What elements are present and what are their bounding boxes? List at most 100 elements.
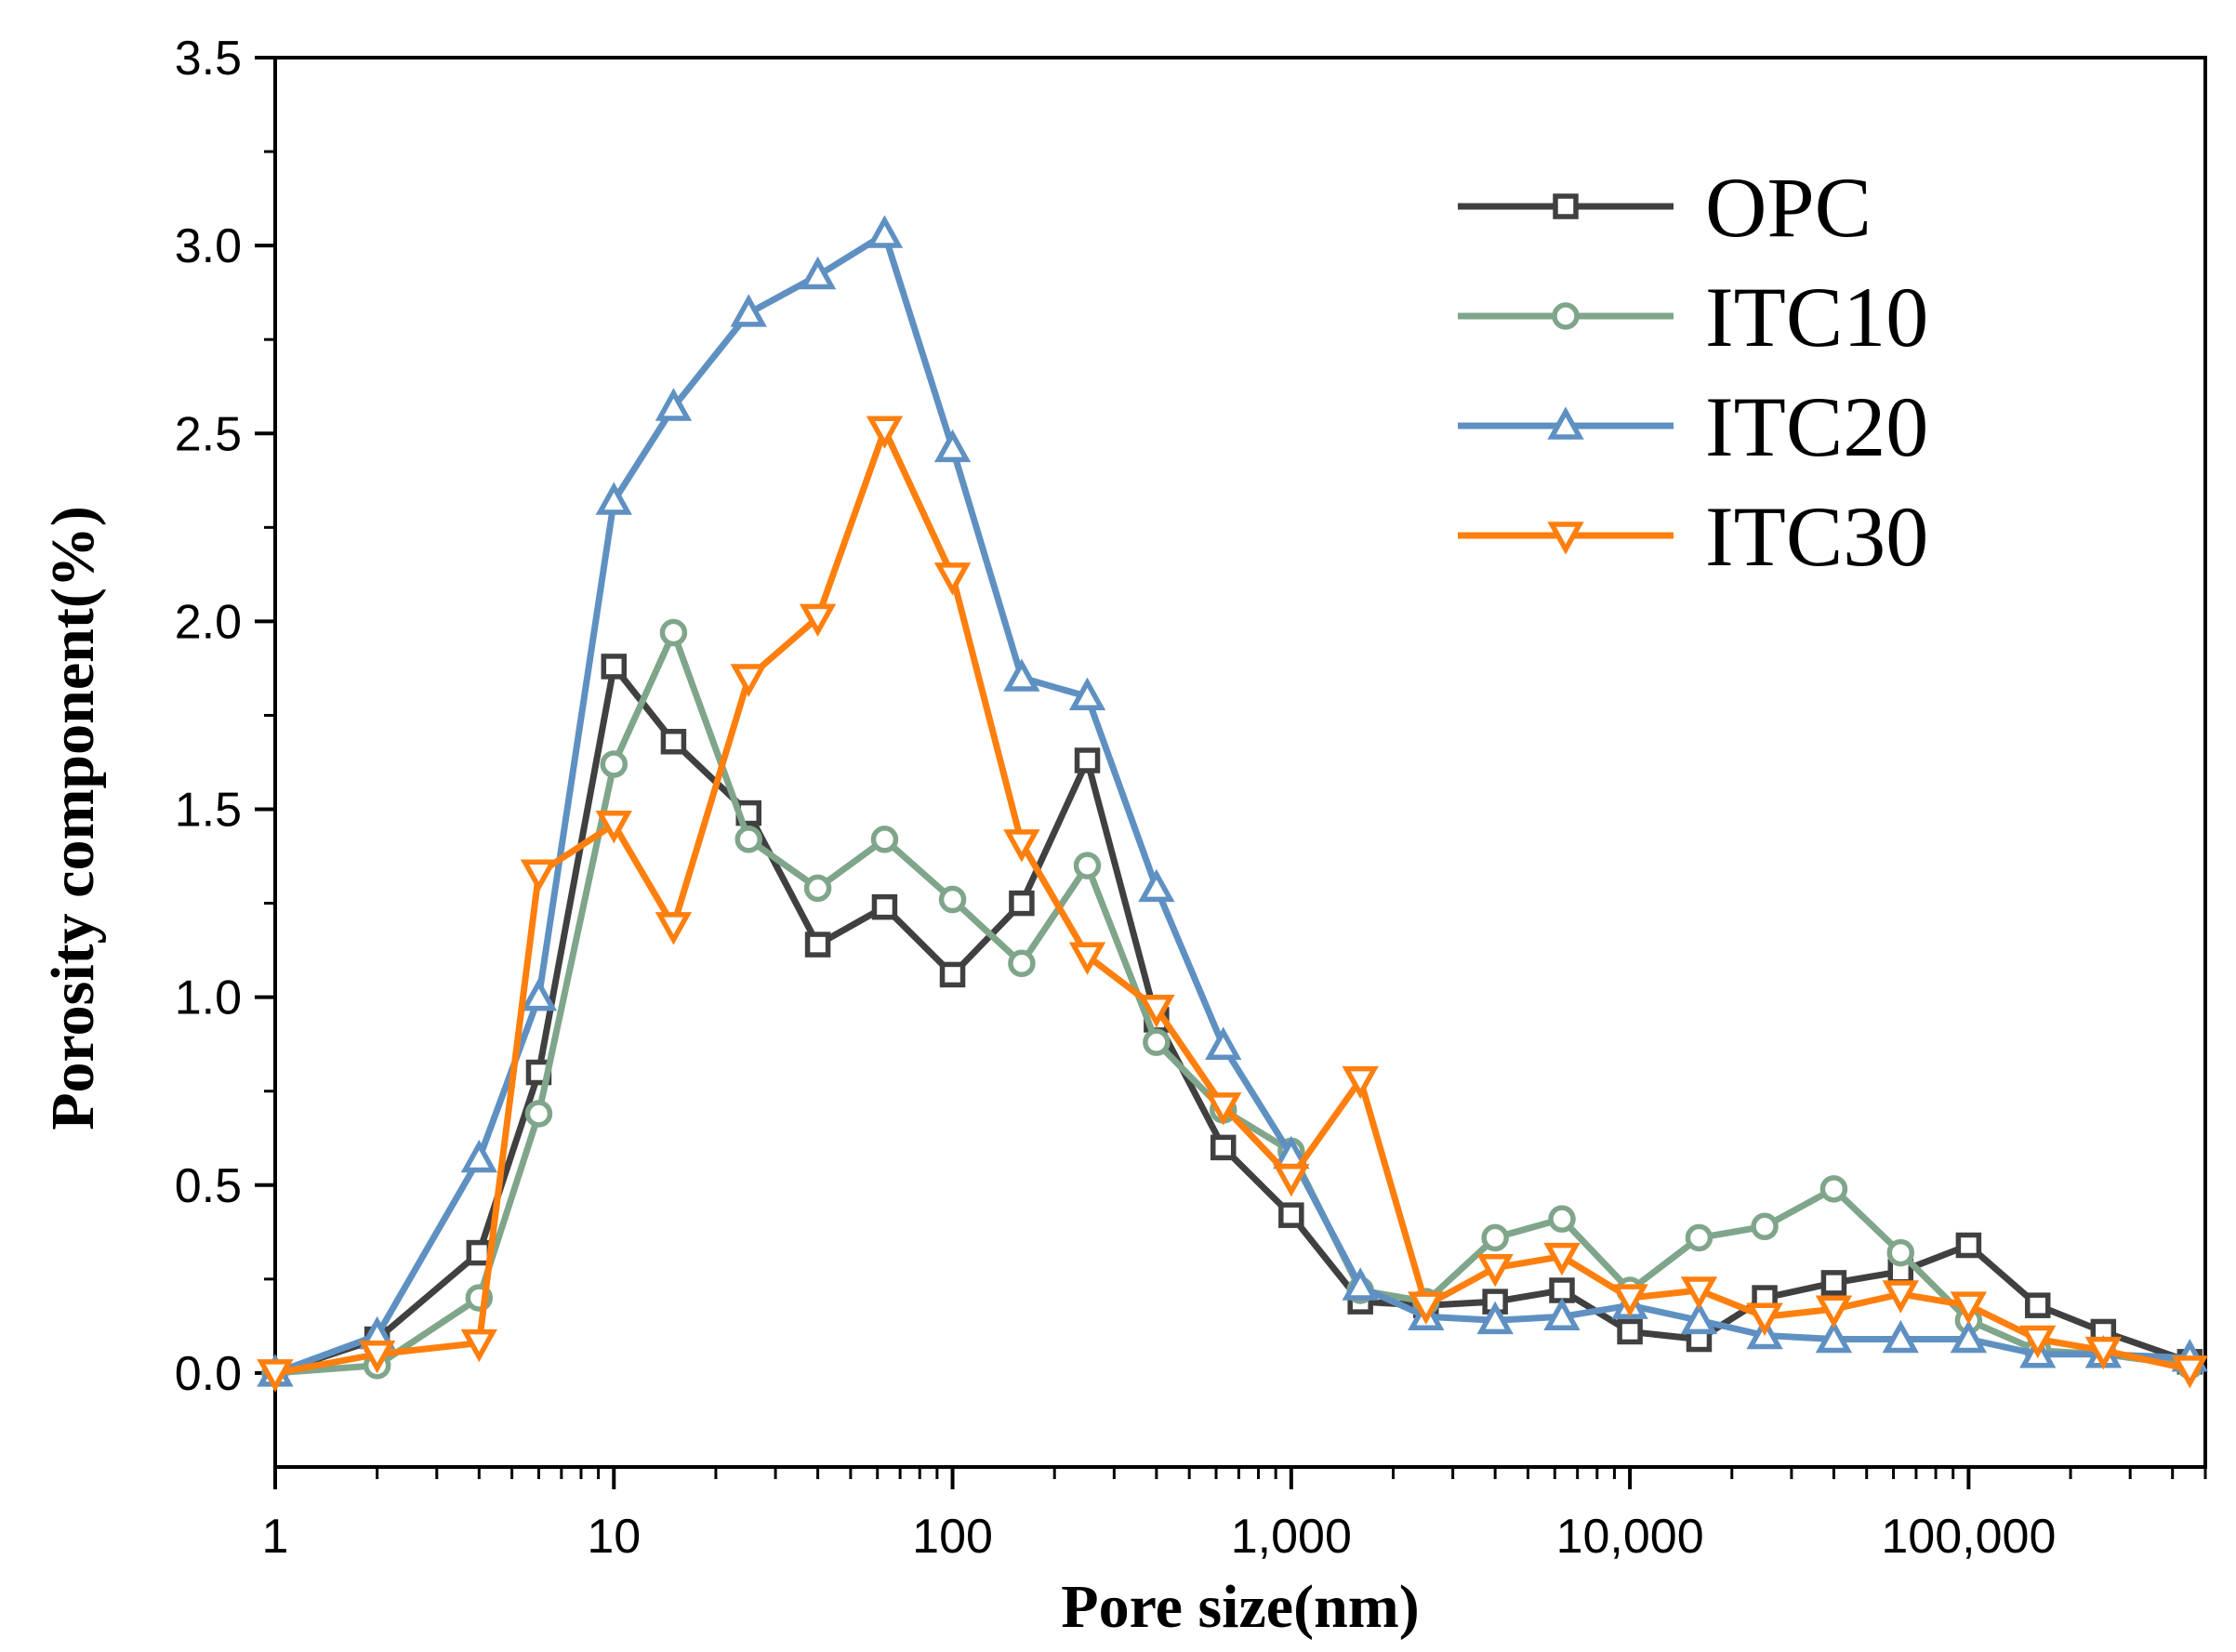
series-layer [257, 215, 2209, 1393]
data-point-opc [601, 654, 628, 680]
data-point-itc10 [1143, 1028, 1171, 1056]
data-point-itc10 [524, 1100, 553, 1128]
data-point-itc20 [595, 482, 632, 515]
data-point-itc10 [1008, 949, 1036, 978]
data-point-opc [871, 893, 898, 920]
data-point-itc10 [659, 618, 688, 647]
legend-marker [1547, 406, 1584, 440]
data-point-itc10 [1073, 852, 1102, 879]
data-point-opc [1210, 1134, 1237, 1161]
data-point-itc20 [1476, 1301, 1514, 1335]
data-point-opc [1617, 1318, 1643, 1345]
legend-marker [1552, 302, 1580, 330]
data-point-itc20 [1205, 1026, 1242, 1060]
data-point-itc30 [1882, 1280, 1919, 1314]
data-point-itc30 [2171, 1355, 2209, 1389]
data-point-itc30 [730, 664, 767, 697]
legend-label: ITC20 [1705, 379, 1928, 474]
legend-item-opc: OPC [1458, 160, 1872, 255]
series-line-itc10 [271, 629, 2193, 1377]
series-line-itc30 [271, 426, 2193, 1377]
y-tick-label: 0.5 [175, 1159, 242, 1213]
legend-label: ITC30 [1705, 489, 1928, 584]
data-point-itc20 [1068, 677, 1106, 711]
data-point-itc30 [1611, 1284, 1648, 1317]
data-point-itc20 [730, 294, 767, 327]
data-point-itc20 [1138, 868, 1175, 903]
data-point-itc30 [799, 603, 837, 638]
data-point-itc30 [1950, 1291, 1988, 1325]
data-point-itc10 [734, 826, 762, 853]
data-point-itc20 [1543, 1297, 1581, 1331]
data-point-itc30 [1408, 1291, 1445, 1325]
legend-label: ITC10 [1705, 270, 1928, 364]
data-point-itc30 [1068, 942, 1106, 975]
data-point-itc30 [257, 1359, 294, 1393]
x-tick-label: 1 [262, 1510, 289, 1564]
legend-item-itc20: ITC20 [1458, 379, 1928, 474]
data-point-itc30 [655, 912, 693, 945]
data-point-itc10 [600, 750, 628, 778]
x-axis-title: Pore size(nm) [1061, 1573, 1419, 1641]
y-tick-label: 2.5 [175, 407, 242, 461]
plot-frame [273, 56, 2207, 1469]
data-point-itc10 [1819, 1175, 1848, 1203]
data-point-opc [1278, 1202, 1304, 1228]
series-opc [262, 654, 2203, 1386]
legend-item-itc10: ITC10 [1458, 270, 1928, 364]
y-tick-label: 1.5 [175, 784, 242, 838]
data-point-itc10 [870, 826, 899, 853]
y-tick-label: 1.0 [175, 971, 242, 1025]
data-point-itc20 [460, 1139, 497, 1173]
data-point-itc10 [1548, 1205, 1576, 1233]
y-tick-label: 0.0 [175, 1347, 242, 1401]
y-tick-label: 2.0 [175, 595, 242, 649]
data-point-itc10 [1751, 1212, 1779, 1241]
data-point-itc30 [1273, 1163, 1310, 1197]
data-point-itc20 [866, 215, 904, 248]
y-axis-title: Porosity component(%) [39, 506, 107, 1130]
data-point-itc10 [938, 885, 967, 914]
data-point-itc20 [520, 978, 558, 1011]
x-tick-label: 100 [912, 1510, 993, 1564]
y-tick-label: 3.0 [175, 219, 242, 273]
legend-marker [1547, 522, 1584, 555]
data-point-itc30 [1205, 1092, 1242, 1126]
data-point-itc30 [1342, 1065, 1379, 1100]
data-point-itc30 [2019, 1325, 2057, 1359]
data-point-itc30 [1003, 829, 1040, 863]
data-point-opc [1009, 890, 1035, 917]
legend-label: OPC [1705, 160, 1872, 255]
data-point-itc20 [1882, 1319, 1919, 1354]
x-tick-label: 10,000 [1556, 1510, 1704, 1564]
series-itc30 [257, 416, 2209, 1393]
data-point-itc10 [1685, 1223, 1713, 1252]
legend: OPC ITC10 ITC20 ITC30 [1458, 160, 1928, 584]
data-point-itc30 [1543, 1242, 1581, 1276]
data-point-opc [660, 729, 687, 755]
data-point-itc30 [1680, 1276, 1718, 1310]
data-point-itc30 [460, 1328, 497, 1363]
data-point-itc20 [1342, 1267, 1379, 1301]
data-point-itc30 [933, 562, 972, 596]
x-tick-label: 10 [587, 1510, 641, 1564]
data-point-itc30 [866, 416, 904, 449]
axes: 0.0 0.5 1.0 1.5 2.0 2.5 3.0 3.5 1 10 100 1,000 10,00… [175, 32, 2207, 1564]
data-point-itc30 [1815, 1295, 1853, 1328]
data-point-itc30 [520, 859, 558, 892]
data-point-opc [466, 1239, 493, 1266]
data-point-itc20 [1950, 1319, 1988, 1354]
x-tick-label: 1,000 [1231, 1510, 1352, 1564]
data-point-opc [1820, 1270, 1847, 1296]
x-tick-label: 100,000 [1881, 1510, 2056, 1564]
data-point-opc [1074, 747, 1101, 773]
data-point-itc30 [595, 810, 632, 844]
data-point-itc10 [803, 874, 832, 903]
data-point-opc [939, 961, 966, 988]
data-point-itc30 [2084, 1336, 2123, 1370]
data-point-itc20 [1815, 1319, 1853, 1354]
data-point-itc20 [1680, 1301, 1718, 1335]
data-point-itc30 [1138, 995, 1175, 1028]
